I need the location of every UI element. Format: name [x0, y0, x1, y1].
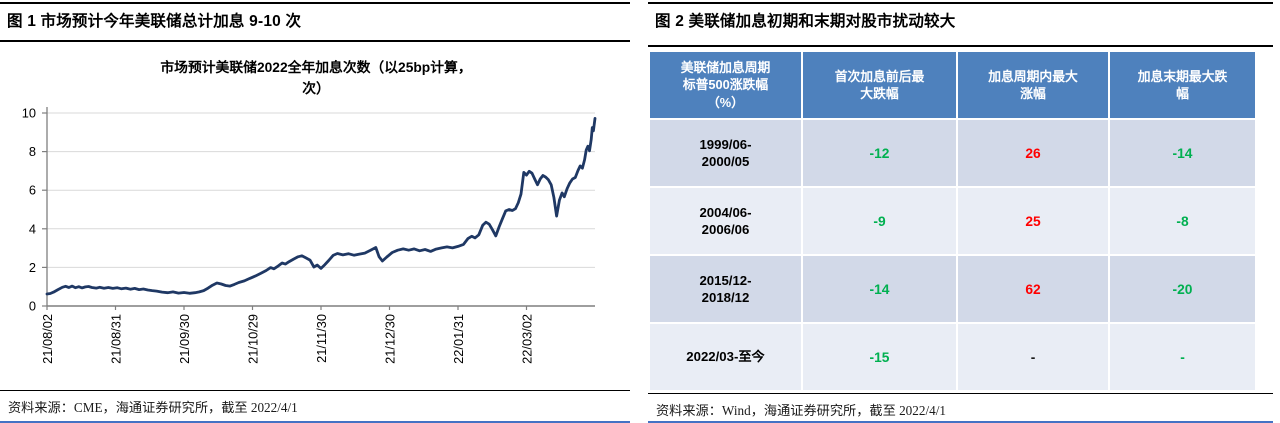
figure1-bottom-blue-rule — [0, 421, 630, 423]
x-tick-label: 21/10/29 — [246, 314, 261, 364]
table-period-cell: 2004/06- 2006/06 — [650, 188, 801, 254]
table-header-cell: 加息周期内最大 涨幅 — [958, 52, 1108, 118]
figure1-top-rule — [0, 2, 630, 5]
table-value-cell: -20 — [1110, 256, 1255, 322]
chart-title-line1: 市场预计美联储2022全年加息次数（以25bp计算， — [160, 60, 472, 75]
table-period-cell: 2022/03-至今 — [650, 324, 801, 390]
hike-cycles-table: 美联储加息周期 标普500涨跌幅 （%） 首次加息前后最 大跌幅 加息周期内最大 涨… — [650, 52, 1255, 390]
x-tick-label: 22/01/31 — [451, 314, 466, 364]
figure2-title-rule — [648, 45, 1273, 47]
table-value-cell: -8 — [1110, 188, 1255, 254]
table-value-cell: - — [1110, 324, 1255, 390]
table-value-cell: 25 — [958, 188, 1108, 254]
chart-title-line2: 次） — [302, 81, 330, 97]
figure2-top-rule — [648, 2, 1273, 5]
x-tick-label: 21/09/30 — [177, 314, 192, 364]
x-tick-label: 21/12/30 — [383, 314, 398, 364]
y-tick-label: 10 — [22, 106, 36, 121]
x-tick-label: 21/08/02 — [40, 314, 55, 364]
y-tick-label: 4 — [29, 221, 36, 236]
figure1-source-rule — [0, 390, 630, 392]
table-period-cell: 1999/06- 2000/05 — [650, 120, 801, 186]
table-value-cell: -9 — [803, 188, 956, 254]
figure2-source-rule — [648, 393, 1273, 395]
y-tick-label: 0 — [29, 299, 36, 314]
x-tick-label: 22/03/02 — [520, 314, 535, 364]
table-value-cell: 62 — [958, 256, 1108, 322]
table-header-cell: 首次加息前后最 大跌幅 — [803, 52, 956, 118]
table-value-cell: -14 — [1110, 120, 1255, 186]
table-period-cell: 2015/12- 2018/12 — [650, 256, 801, 322]
fed-hikes-chart-svg: 0 2 4 6 8 10 21/08/02 21/08/31 21/09/30 21/10/29 2… — [22, 106, 597, 364]
figure1-block: 图 1 市场预计今年美联储总计加息 9-10 次 市场预计美联储2022全年加息… — [0, 0, 632, 423]
figure2-block: 图 2 美联储加息初期和末期对股市扰动较大 美联储加息周期 标普500涨跌幅 （… — [648, 0, 1280, 423]
x-tick-label: 21/08/31 — [109, 314, 124, 364]
x-tick-label: 21/11/30 — [314, 314, 329, 363]
table-value-cell: -12 — [803, 120, 956, 186]
y-tick-label: 2 — [29, 260, 36, 275]
figure2-source: 资料来源：Wind，海通证券研究所，截至 2022/4/1 — [656, 403, 946, 418]
figure1-source: 资料来源：CME，海通证券研究所，截至 2022/4/1 — [8, 400, 298, 415]
table-value-cell: -14 — [803, 256, 956, 322]
figure2-bottom-blue-rule — [648, 421, 1273, 423]
figure1-title: 图 1 市场预计今年美联储总计加息 9-10 次 — [7, 13, 302, 30]
table-value-cell: 26 — [958, 120, 1108, 186]
chart-title: 市场预计美联储2022全年加息次数（以25bp计算， 次） — [0, 57, 632, 100]
figure1-title-rule — [0, 40, 630, 42]
y-tick-label: 6 — [29, 183, 36, 198]
table-value-cell: - — [958, 324, 1108, 390]
table-value-cell: -15 — [803, 324, 956, 390]
table-header-cell: 美联储加息周期 标普500涨跌幅 （%） — [650, 52, 801, 118]
figure2-title: 图 2 美联储加息初期和末期对股市扰动较大 — [655, 13, 956, 30]
rate-hike-expectation-line — [45, 116, 597, 296]
table-header-cell: 加息末期最大跌 幅 — [1110, 52, 1255, 118]
y-tick-label: 8 — [29, 144, 36, 159]
